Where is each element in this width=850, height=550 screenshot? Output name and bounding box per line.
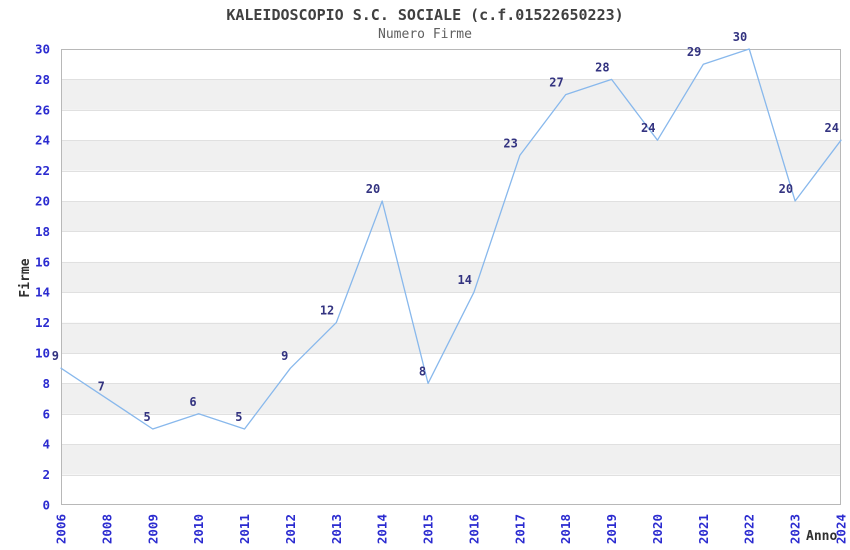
- grid-band-gray: [61, 444, 841, 475]
- x-tick-label: 2019: [604, 514, 619, 544]
- y-tick-label: 10: [35, 346, 50, 361]
- y-tick-label: 26: [35, 102, 50, 117]
- grid-band-white: [61, 413, 841, 445]
- x-tick-label: 2018: [558, 514, 573, 544]
- data-point-label: 27: [549, 76, 563, 90]
- y-tick-label: 6: [42, 406, 50, 421]
- grid-band-white: [61, 353, 841, 384]
- data-point-label: 28: [595, 60, 609, 74]
- grid-band-white: [61, 49, 841, 80]
- y-tick-label: 16: [35, 254, 50, 269]
- grid-band-gray: [61, 201, 841, 232]
- x-tick-label: 2020: [650, 514, 665, 544]
- grid-band-white: [61, 109, 841, 141]
- data-point-label: 24: [641, 121, 655, 135]
- chart-subtitle: Numero Firme: [378, 27, 472, 42]
- x-tick-label: 2010: [191, 514, 206, 544]
- data-point-label: 6: [189, 395, 196, 409]
- x-tick-label: 2023: [788, 514, 803, 544]
- grid-band-white: [61, 231, 841, 262]
- data-point-label: 7: [98, 380, 105, 394]
- x-tick-label: 2021: [696, 514, 711, 544]
- data-point-label: 14: [457, 273, 471, 287]
- y-tick-label: 22: [35, 163, 50, 178]
- data-point-label: 20: [779, 182, 793, 196]
- y-tick-label: 30: [35, 42, 50, 57]
- y-tick-label: 4: [42, 437, 50, 452]
- data-point-label: 29: [687, 45, 701, 59]
- x-axis-label: Anno: [806, 529, 838, 544]
- grid-band-gray: [61, 79, 841, 110]
- data-point-label: 8: [419, 364, 426, 378]
- data-point-label: 24: [825, 121, 839, 135]
- grid-band-gray: [61, 383, 841, 414]
- x-tick-label: 2015: [421, 514, 436, 544]
- data-point-label: 23: [503, 136, 517, 150]
- x-tick-label: 2014: [375, 514, 390, 544]
- x-tick-label: 2013: [329, 514, 344, 544]
- data-point-label: 30: [733, 30, 747, 44]
- data-point-label: 20: [366, 182, 380, 196]
- y-tick-label: 24: [35, 133, 50, 148]
- y-tick-label: 18: [35, 224, 50, 239]
- y-tick-label: 8: [42, 376, 50, 391]
- grid-band-white: [61, 292, 841, 323]
- data-point-label: 9: [281, 349, 288, 363]
- y-tick-label: 20: [35, 194, 50, 209]
- x-tick-label: 2006: [54, 514, 69, 544]
- x-tick-label: 2011: [237, 514, 252, 544]
- x-tick-label: 2012: [283, 514, 298, 544]
- x-tick-label: 2024: [834, 514, 849, 544]
- y-tick-label: 2: [42, 467, 50, 482]
- chart-title: KALEIDOSCOPIO S.C. SOCIALE (c.f.01522650…: [226, 6, 624, 24]
- x-tick-label: 2009: [145, 514, 160, 544]
- y-tick-label: 28: [35, 72, 50, 87]
- grid-band-gray: [61, 140, 841, 171]
- x-tick-label: 2017: [512, 514, 527, 544]
- data-point-label: 5: [144, 410, 151, 424]
- y-tick-label: 12: [35, 315, 50, 330]
- data-point-label: 9: [52, 349, 59, 363]
- x-tick-label: 2008: [99, 514, 114, 544]
- grid-band-white: [61, 474, 841, 505]
- grid-band-gray: [61, 261, 841, 293]
- data-point-label: 12: [320, 304, 334, 318]
- x-tick-label: 2016: [466, 514, 481, 544]
- y-tick-label: 0: [42, 498, 50, 513]
- x-tick-label: 2022: [742, 514, 757, 544]
- data-point-label: 5: [235, 410, 242, 424]
- grid-band-white: [61, 170, 841, 201]
- line-series: [60, 48, 842, 430]
- plot-border: [61, 49, 841, 505]
- y-tick-label: 14: [35, 285, 50, 300]
